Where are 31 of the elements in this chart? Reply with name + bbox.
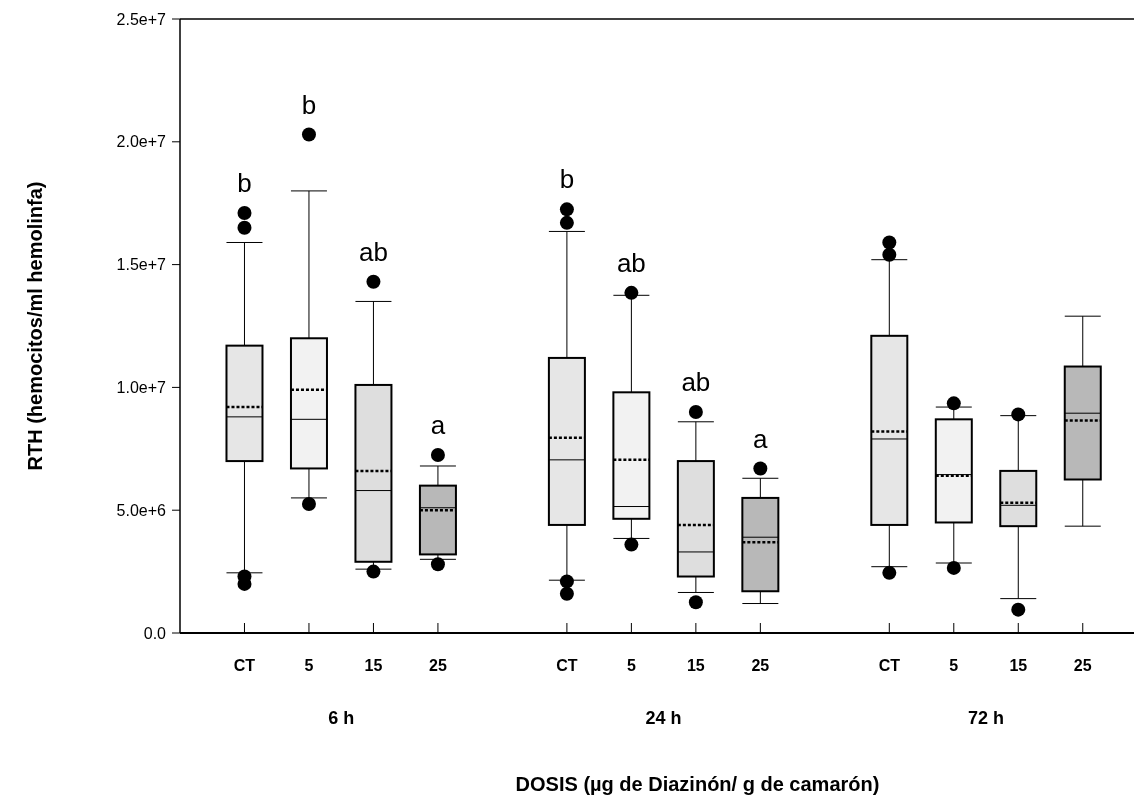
y-tick-label: 1.0e+7	[116, 379, 167, 396]
x-axis-title: DOSIS (µg de Diazinón/ g de camarón)	[515, 773, 880, 795]
annotation: ab	[616, 247, 646, 278]
x-tick-label: 15	[364, 657, 383, 674]
x-tick-label: 25	[1073, 657, 1092, 674]
x-tick-label: 25	[751, 657, 770, 674]
annotation: a	[753, 423, 769, 454]
annotation: b	[559, 164, 575, 195]
x-tick-label: CT	[556, 657, 578, 674]
text: 6 h	[328, 708, 355, 728]
annotation: ab	[681, 367, 711, 398]
y-tick-label: 0.0	[143, 624, 167, 642]
x-tick-label: 5	[949, 657, 959, 674]
annotation: a	[430, 410, 446, 441]
text: 24 h	[645, 708, 682, 728]
x-tick-label: 5	[626, 657, 636, 674]
y-tick-label: 5.0e+6	[116, 501, 167, 519]
y-tick-label: 1.5e+7	[116, 256, 167, 274]
y-tick-label: 2.0e+7	[116, 133, 167, 151]
x-tick-label: 25	[429, 657, 447, 674]
annotation: b	[237, 168, 252, 199]
x-tick-label: 5	[304, 657, 314, 674]
text: 72 h	[968, 708, 1005, 728]
x-tick-label: CT	[233, 657, 256, 674]
annotation: ab	[358, 236, 388, 267]
annotation: b	[301, 89, 317, 120]
y-axis-title: RTH (hemocitos/ml hemolinfa)	[24, 181, 46, 471]
x-tick-label: 15	[686, 657, 705, 674]
y-tick-label: 2.5e+7	[116, 10, 167, 28]
x-tick-label: CT	[878, 657, 901, 674]
x-tick-label: 15	[1009, 657, 1028, 674]
